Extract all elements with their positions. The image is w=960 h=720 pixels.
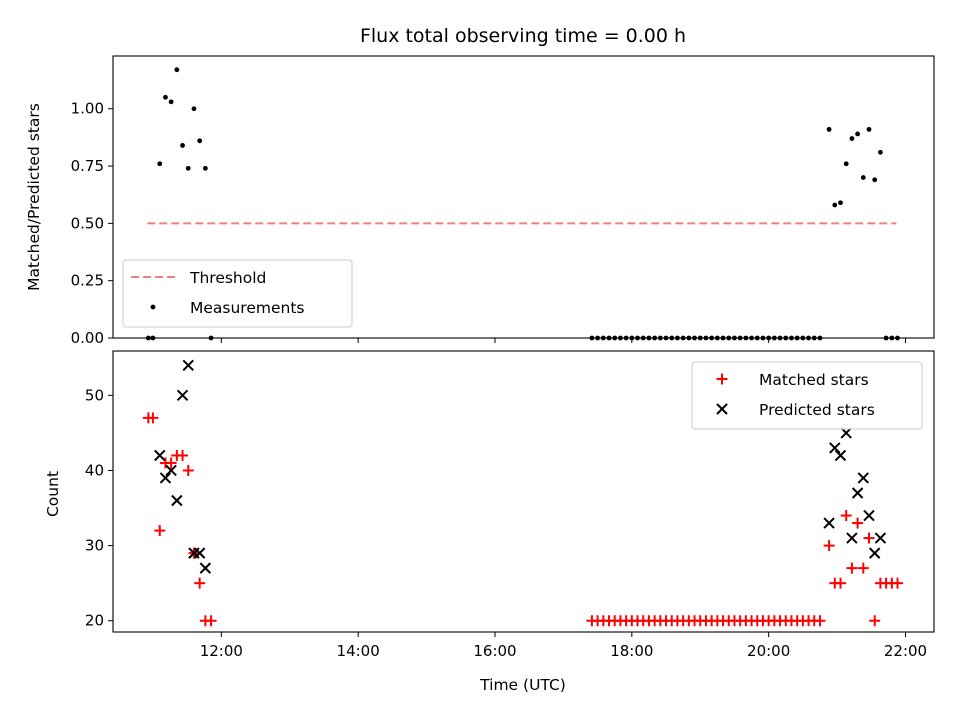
bottom-panel: Count Time (UTC) 20 30 40 50 12:00 14:00 16:0… [44, 350, 935, 694]
top-y-tick-label: 0.25 [71, 272, 104, 290]
legend-plus-glyph [716, 373, 728, 385]
measurement-series [145, 67, 900, 341]
matched-star-point [154, 525, 166, 537]
predicted-star-point [851, 487, 864, 499]
bottom-x-tick-label: 14:00 [337, 642, 380, 660]
measurement-point [191, 106, 197, 112]
predicted-star-point [846, 532, 858, 544]
matched-star-point [834, 577, 846, 589]
predicted-star-point [857, 472, 870, 484]
predicted-star-point [829, 442, 841, 454]
measurement-point [180, 143, 185, 148]
top-y-tick-label: 0.75 [71, 157, 104, 175]
predicted-star-point [840, 427, 852, 439]
legend-threshold-label: Threshold [189, 269, 266, 287]
bottom-y-tick-label: 40 [85, 461, 104, 479]
bottom-legend-box [691, 361, 923, 430]
legend-measurements-marker [150, 304, 156, 310]
predicted-star-point [874, 532, 887, 544]
measurement-point [843, 161, 849, 167]
measurement-point [202, 165, 208, 171]
measurement-point [866, 126, 872, 132]
matched-star-point [823, 540, 835, 552]
bottom-x-tick-label: 16:00 [473, 642, 516, 660]
bottom-x-tick-label: 12:00 [200, 642, 243, 660]
predicted-star-point [193, 547, 206, 559]
predicted-star-point [823, 517, 835, 529]
predicted-star-point [154, 449, 166, 462]
bottom-y-tick-label: 30 [85, 537, 104, 555]
matched-star-point [852, 517, 864, 529]
measurement-point [855, 131, 861, 137]
top-legend: Threshold Measurements [122, 259, 353, 328]
measurement-point [157, 161, 163, 167]
legend-x-glyph [716, 403, 728, 415]
predicted-star-point [863, 509, 875, 522]
bottom-x-axis: 12:00 14:00 16:00 18:00 20:00 22:00 [200, 632, 927, 660]
top-legend-box [122, 259, 353, 328]
measurement-point [826, 126, 832, 132]
top-y-tick-label: 1.00 [71, 100, 104, 118]
predicted-star-point [868, 547, 881, 559]
predicted-stars-series [154, 359, 887, 574]
bottom-x-tick-label: 18:00 [610, 642, 653, 660]
predicted-star-point [182, 359, 194, 371]
predicted-star-point [176, 389, 189, 402]
matched-star-point [165, 457, 177, 469]
predicted-star-point [199, 562, 212, 574]
legend-matched-label: Matched stars [759, 371, 869, 389]
measurement-point [849, 136, 855, 141]
measurement-point [878, 149, 883, 155]
measurement-point [872, 177, 878, 183]
matched-stars-series [142, 412, 904, 627]
bottom-plot-frame [112, 350, 935, 633]
measurement-point [860, 175, 866, 180]
matched-star-point [857, 562, 869, 574]
matched-star-point [182, 464, 194, 476]
measurement-point [168, 99, 174, 105]
matched-star-point [846, 562, 858, 574]
top-y-tick-label: 0.50 [71, 214, 104, 232]
measurement-point [838, 200, 843, 206]
matched-star-point [205, 615, 217, 627]
top-y-tick-label: 0.00 [71, 329, 104, 347]
measurement-point [174, 67, 180, 73]
matched-star-point [177, 449, 189, 461]
legend-measurements-label: Measurements [190, 299, 305, 317]
bottom-x-tick-label: 20:00 [747, 642, 790, 660]
predicted-star-point [171, 494, 183, 507]
bottom-x-tick-label: 22:00 [884, 642, 927, 660]
measurement-point [197, 138, 203, 144]
bottom-y-axis-label: Count [44, 471, 62, 517]
x-axis-label: Time (UTC) [479, 676, 566, 694]
bottom-legend: Matched stars Predicted stars [691, 361, 923, 430]
matched-star-point [869, 615, 881, 627]
matched-star-point [892, 577, 904, 589]
top-x-axis-ticks [220, 338, 906, 343]
bottom-y-tick-label: 20 [85, 612, 104, 630]
chart-title: Flux total observing time = 0.00 h [360, 25, 686, 47]
top-panel: Flux total observing time = 0.00 h Match… [25, 25, 935, 347]
bottom-y-tick-label: 50 [85, 386, 104, 404]
measurement-point [163, 94, 168, 100]
top-y-axis-label: Matched/Predicted stars [25, 103, 43, 291]
measurement-point [832, 202, 838, 208]
matched-star-point [840, 510, 852, 522]
top-plot-frame [112, 55, 935, 339]
legend-predicted-label: Predicted stars [759, 401, 875, 419]
predicted-star-point [159, 472, 172, 484]
measurement-point [185, 165, 191, 171]
matched-star-point [147, 412, 159, 424]
bottom-y-axis: 20 30 40 50 [85, 386, 113, 630]
legend-predicted-marker [716, 403, 728, 415]
predicted-star-point [165, 464, 177, 477]
matched-star-point [814, 615, 826, 627]
predicted-star-point [834, 449, 847, 462]
top-y-axis: 0.00 0.25 0.50 0.75 1.00 [71, 100, 113, 347]
matched-star-point [863, 532, 875, 544]
matched-star-point [194, 577, 206, 589]
legend-matched-marker [716, 373, 728, 385]
